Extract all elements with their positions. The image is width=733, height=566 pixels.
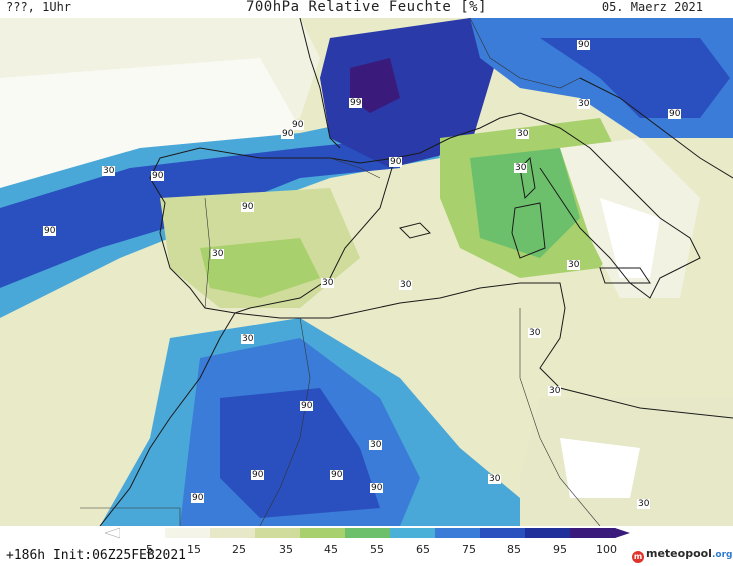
contour-label: 90 [191,493,205,503]
coastline-france-west [299,18,341,149]
contour-label: 90 [281,129,295,139]
scale-swatch [300,528,346,538]
coastline-morocco-atlantic [99,312,236,526]
humid-region-biscay [320,18,500,168]
humid-region-biscay-max [350,58,400,113]
map-title: 700hPa Relative Feuchte [%] [245,0,488,15]
contour-label: 90 [151,171,165,181]
scale-tick: 95 [553,543,567,556]
humid-region-sahara-max [220,388,380,518]
scale-swatch [210,528,256,538]
humid-region-iberia-south [200,238,320,298]
scale-swatch [570,528,616,538]
humid-region-sardinia [470,148,580,258]
border-france-germany [469,18,581,89]
contour-label: 90 [43,226,57,236]
contour-label: 30 [577,99,591,109]
contour-label: 90 [291,120,305,130]
humidity-map[interactable]: 90 99 90 90 30 90 90 90 30 30 30 30 30 3… [0,18,733,526]
contour-label: 90 [370,483,384,493]
contour-label: 90 [389,157,403,167]
coastline-sicily [599,267,651,284]
country-borders [80,18,601,526]
humidity-map-canvas [0,18,733,526]
contour-label: 30 [369,440,383,450]
scale-swatches [120,528,616,538]
border-pyrenees [329,157,381,179]
scale-swatch [165,528,211,538]
brand-suffix: .org [711,550,733,560]
scale-tick: 45 [324,543,338,556]
scale-tick: 85 [507,543,521,556]
coastline-balearics [399,222,431,239]
scale-tick: 5 [146,543,153,556]
scale-swatch [345,528,391,538]
contour-label: 30 [528,328,542,338]
coastline-corsica [519,156,536,200]
coastline-north-africa [234,282,733,419]
valid-date-label: 05. Maerz 2021 [601,0,703,14]
scale-arrow-left [104,527,121,539]
humid-region-libya-dry [560,438,640,498]
contour-label: 90 [241,202,255,212]
scale-tick: 65 [416,543,430,556]
color-scale-bar [104,527,630,539]
color-scale [0,526,733,566]
contour-label: 30 [399,280,413,290]
contour-label: 30 [548,386,562,396]
humid-region-italy-dry [600,198,660,278]
contour-label: 90 [330,470,344,480]
border-morocco-algeria [259,317,311,526]
coastline-italy [394,112,701,299]
contour-label: 30 [567,260,581,270]
scale-tick: 75 [462,543,476,556]
scale-swatch [525,528,571,538]
contour-label: 30 [102,166,116,176]
scale-swatch [120,528,166,538]
scale-swatch [480,528,526,538]
contour-label: 30 [321,278,335,288]
map-header: ???, 1Uhr 700hPa Relative Feuchte [%] 05… [0,0,733,18]
contour-label: 90 [668,109,682,119]
contour-label: 30 [514,163,528,173]
scale-tick: 35 [279,543,293,556]
scale-tick: 100 [596,543,617,556]
scale-arrow-right [615,528,630,538]
scale-swatch [255,528,301,538]
valid-time-label: ???, 1Uhr [6,0,72,14]
contour-label: 99 [349,98,363,108]
brand-mark-icon: m [632,551,644,563]
contour-label: 30 [241,334,255,344]
coastline-adriatic [579,77,733,179]
brand-name: meteopool [646,547,712,560]
border-western-sahara [80,507,181,526]
contour-label: 30 [637,499,651,509]
contour-label: 30 [516,129,530,139]
init-time-label: +186h Init:06Z25FEB2021 [6,548,187,563]
scale-tick: 25 [232,543,246,556]
brand-logo[interactable]: m meteopool.org [632,547,732,563]
coastline-sardinia [511,202,546,259]
contour-label: 90 [251,470,265,480]
scale-tick: 55 [370,543,384,556]
contour-label: 30 [488,474,502,484]
border-algeria-tunisia-libya [519,308,601,526]
contour-label: 90 [577,40,591,50]
scale-tick: 15 [187,543,201,556]
contour-label: 30 [211,249,225,259]
scale-swatch [390,528,436,538]
humid-region-alps [540,38,730,118]
scale-swatch [435,528,481,538]
border-portugal [204,197,211,309]
contour-label: 90 [300,401,314,411]
